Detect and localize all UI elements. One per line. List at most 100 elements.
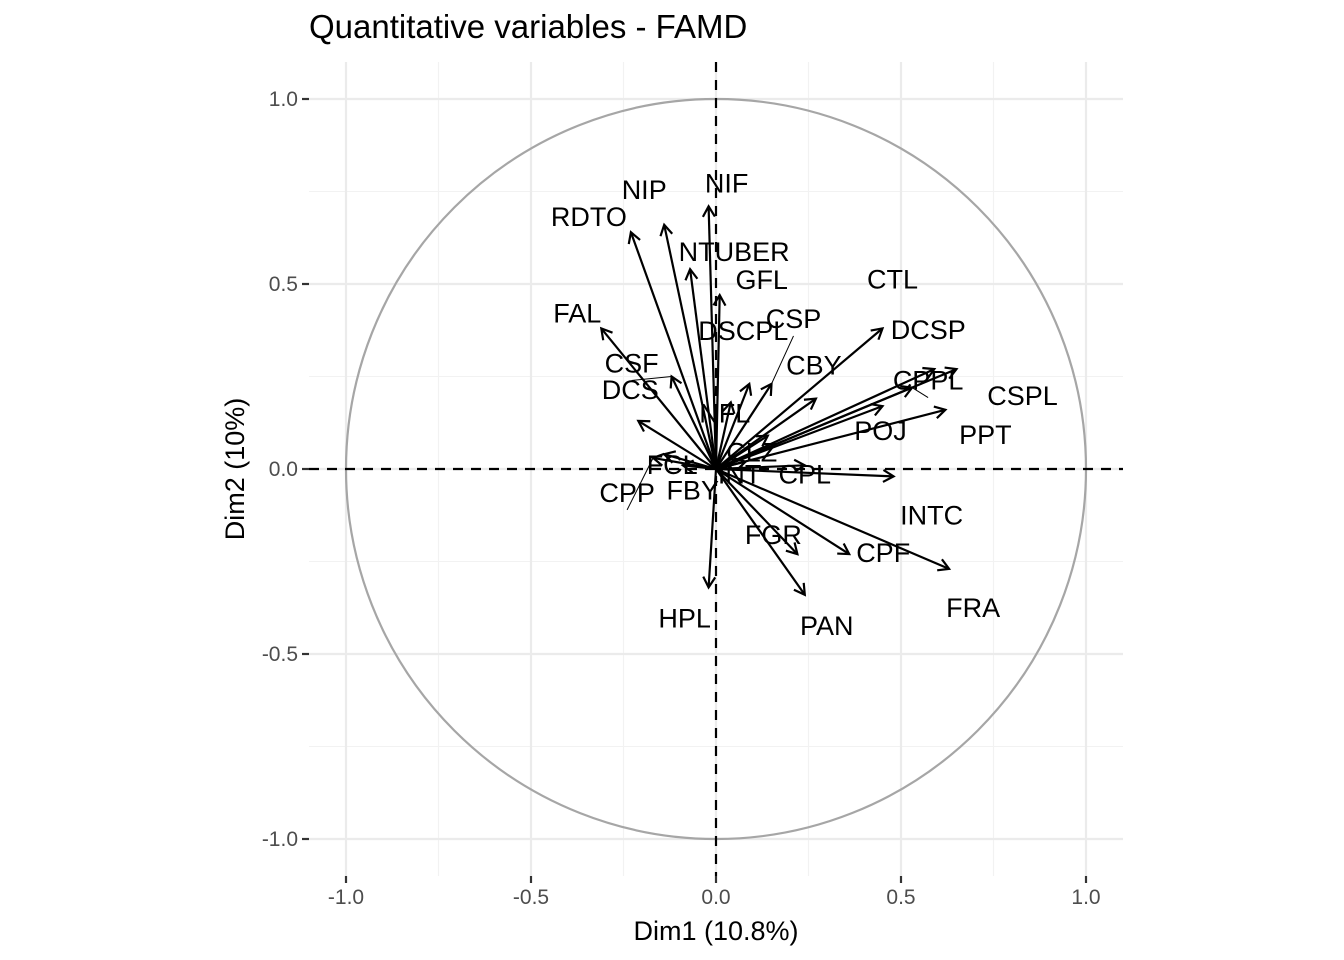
label-csf: CSF bbox=[605, 349, 659, 379]
label-clz: CLZ bbox=[726, 438, 777, 468]
y-tick-label: 0.0 bbox=[269, 458, 298, 481]
arrow-poj bbox=[715, 403, 885, 471]
arrow-head-hpl bbox=[702, 576, 717, 590]
label-csp: CSP bbox=[766, 304, 822, 334]
arrow-dscpl bbox=[714, 381, 753, 470]
y-tick-label: 0.5 bbox=[269, 273, 298, 296]
arrow-shaft-fby bbox=[682, 464, 717, 471]
label-nif: NIF bbox=[705, 168, 749, 198]
label-connector-cpp bbox=[626, 457, 654, 511]
label-hpl: HPL bbox=[658, 603, 711, 633]
label-cpl: CPL bbox=[779, 459, 832, 489]
arrow-shaft-csf bbox=[670, 376, 717, 470]
chart-title: Quantitative variables - FAMD bbox=[309, 8, 747, 45]
label-nip: NIP bbox=[622, 175, 667, 205]
arrow-gfl bbox=[712, 292, 727, 470]
arrow-head-pan bbox=[793, 582, 807, 597]
arrow-head-fal bbox=[599, 326, 613, 341]
arrow-shaft-ntuber bbox=[689, 269, 718, 470]
arrow-head-nif bbox=[701, 204, 716, 218]
arrow-shaft-cpf bbox=[715, 468, 850, 556]
arrow-dcs bbox=[636, 419, 717, 470]
label-nfl: NFL bbox=[699, 398, 750, 428]
label-cpf: CPF bbox=[856, 538, 910, 568]
label-ntuber: NTUBER bbox=[679, 237, 790, 267]
arrow-head-nip bbox=[659, 222, 674, 237]
arrow-shaft-cpl bbox=[715, 464, 805, 471]
arrow-head-ctl bbox=[870, 326, 885, 341]
arrow-fal bbox=[599, 326, 717, 470]
arrow-shaft-gfl bbox=[714, 295, 721, 470]
arrow-shaft-dscpl bbox=[714, 383, 751, 470]
variable-arrows bbox=[599, 204, 959, 597]
arrow-shaft-rdto bbox=[629, 231, 718, 470]
arrow-shaft-nip bbox=[663, 224, 718, 470]
arrow-head-gfl bbox=[712, 292, 727, 307]
arrow-head-poj bbox=[870, 403, 885, 417]
x-tick-label: -1.0 bbox=[328, 886, 364, 909]
arrow-shaft-dcs bbox=[637, 419, 717, 470]
arrow-shaft-csp bbox=[715, 383, 773, 470]
label-fal: FAL bbox=[553, 298, 601, 328]
arrow-dcsp bbox=[715, 366, 937, 471]
label-fcl: FCL bbox=[647, 450, 698, 480]
label-dcsp: DCSP bbox=[891, 315, 966, 345]
arrow-cpl bbox=[715, 458, 807, 473]
arrow-head-dcsp bbox=[922, 366, 937, 380]
arrow-shaft-fal bbox=[600, 327, 717, 470]
arrow-shaft-cppl bbox=[715, 386, 913, 471]
zero-lines bbox=[309, 62, 1123, 876]
arrow-shaft-fgr bbox=[715, 468, 799, 555]
label-dscpl: DSCPL bbox=[698, 316, 788, 346]
arrow-fby bbox=[680, 459, 717, 474]
arrow-shaft-ppt bbox=[715, 408, 946, 471]
label-dcs: DCS bbox=[602, 375, 659, 405]
label-rdto: RDTO bbox=[551, 202, 627, 232]
arrow-nip bbox=[659, 222, 718, 470]
x-tick-label: 0.5 bbox=[886, 886, 915, 909]
arrow-shaft-clz bbox=[715, 434, 769, 470]
arrow-ppt bbox=[715, 405, 948, 471]
arrow-head-cpl bbox=[793, 458, 807, 473]
arrow-head-ppt bbox=[933, 405, 948, 419]
arrow-head-fra bbox=[937, 558, 952, 572]
arrow-ntuber bbox=[684, 267, 718, 470]
arrow-head-cpf bbox=[837, 542, 852, 556]
label-int: INT bbox=[718, 460, 762, 490]
x-tick-label: 1.0 bbox=[1071, 886, 1100, 909]
arrow-shaft-ctl bbox=[715, 327, 884, 470]
label-fby: FBY bbox=[666, 475, 719, 505]
label-gfl: GFL bbox=[735, 265, 788, 295]
y-tick-label: 1.0 bbox=[269, 88, 298, 111]
axis-ticks: -1.0 -1.0 -0.5 -0.5 0.0 0.0 0.5 0.5 1.0 1.0 bbox=[262, 88, 1101, 909]
label-cpp: CPP bbox=[599, 478, 655, 508]
x-axis-title: Dim1 (10.8%) bbox=[633, 916, 798, 946]
arrow-head-cby bbox=[803, 397, 818, 411]
arrow-fgr bbox=[715, 468, 799, 556]
arrow-clz bbox=[715, 434, 770, 470]
label-ppt: PPT bbox=[959, 420, 1012, 450]
label-cppl: CPPL bbox=[893, 366, 964, 396]
arrow-fra bbox=[715, 467, 952, 572]
label-fgr: FGR bbox=[745, 520, 802, 550]
label-connector-cppl bbox=[911, 387, 929, 399]
label-pan: PAN bbox=[800, 611, 854, 641]
label-cspl: CSPL bbox=[987, 381, 1058, 411]
arrow-head-fgr bbox=[785, 542, 799, 556]
arrow-nfl bbox=[714, 400, 736, 470]
arrow-shaft-nif bbox=[707, 206, 718, 470]
arrow-head-fby bbox=[680, 459, 695, 474]
label-connector-csp bbox=[771, 335, 794, 385]
arrow-cpf bbox=[715, 468, 852, 556]
x-tick-label: -0.5 bbox=[513, 886, 549, 909]
arrow-shaft-hpl bbox=[707, 468, 718, 588]
arrow-shaft-fra bbox=[715, 467, 950, 570]
arrow-hpl bbox=[702, 468, 718, 590]
arrow-shaft-intc bbox=[715, 467, 894, 478]
arrow-rdto bbox=[627, 230, 718, 470]
arrow-head-rdto bbox=[627, 230, 641, 245]
arrow-head-intc bbox=[882, 469, 896, 483]
label-ctl: CTL bbox=[867, 264, 918, 294]
